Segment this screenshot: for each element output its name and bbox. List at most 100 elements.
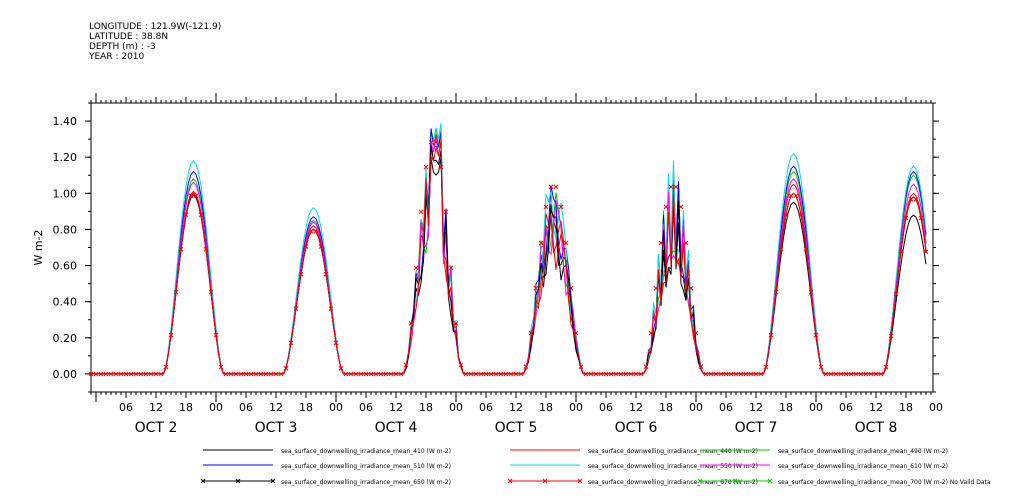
series-marker-670 — [788, 193, 794, 199]
legend-label-670: sea_surface_downwelling_irradiance_mean_… — [588, 479, 758, 486]
series-marker-670 — [738, 371, 744, 377]
x-hour-label: 12 — [149, 401, 163, 414]
series-marker-670 — [708, 371, 714, 377]
x-hour-label: 06 — [359, 401, 373, 414]
series-marker-670 — [823, 371, 829, 377]
series-marker-670 — [233, 371, 239, 377]
x-hour-label: 18 — [419, 401, 433, 414]
series-marker-670 — [808, 289, 814, 295]
series-marker-670 — [343, 371, 349, 377]
x-hour-label: 12 — [509, 401, 523, 414]
series-marker-670 — [198, 212, 204, 218]
legend-marker-670 — [577, 478, 583, 484]
series-marker-670 — [898, 249, 904, 255]
series-marker-670 — [158, 371, 164, 377]
series-marker-670 — [668, 184, 674, 190]
series-marker-670 — [803, 246, 809, 252]
series-marker-670 — [318, 244, 324, 249]
series-marker-670 — [478, 371, 484, 377]
series-marker-670 — [228, 371, 234, 377]
legend-label-550: sea_surface_downwelling_irradiance_mean_… — [588, 463, 758, 470]
series-marker-670 — [758, 371, 764, 377]
series-marker-670 — [533, 285, 539, 291]
series-marker-670 — [363, 371, 369, 377]
axes: 0.00 0.20 0.40 0.60 0.80 1.00 1.20 1.40 W m-2 06 1… — [32, 93, 943, 436]
depth-text: DEPTH (m) : -3 — [89, 42, 156, 52]
series-marker-670 — [418, 209, 424, 215]
series-marker-670 — [673, 184, 679, 190]
legend-marker-670 — [507, 478, 513, 484]
series-marker-670 — [298, 271, 304, 277]
series-marker-670 — [443, 209, 449, 215]
series-marker-670 — [503, 371, 509, 377]
legend-label-440: sea_surface_downwelling_irradiance_mean_… — [588, 448, 758, 455]
series-marker-670 — [293, 306, 299, 311]
series-marker-670 — [463, 371, 469, 377]
series-marker-670 — [423, 164, 429, 170]
series-marker-670 — [133, 371, 139, 377]
series-marker-670 — [108, 371, 114, 377]
series-marker-670 — [858, 371, 864, 377]
series-marker-670 — [638, 371, 644, 377]
series-marker-670 — [448, 265, 454, 271]
series-marker-670 — [613, 371, 619, 377]
series-marker-670 — [568, 285, 574, 291]
series-marker-670 — [883, 364, 889, 370]
series-marker-670 — [138, 371, 144, 377]
series-marker-670 — [683, 240, 689, 246]
series-marker-670 — [523, 364, 529, 369]
series-marker-670 — [578, 364, 584, 369]
legend-label-510: sea_surface_downwelling_irradiance_mean_… — [281, 463, 451, 470]
x-day-label: OCT 3 — [255, 420, 298, 436]
series-marker-670 — [623, 371, 629, 377]
legend-marker-650 — [200, 478, 206, 484]
series-marker-670 — [813, 332, 819, 338]
y-tick-label: 1.00 — [53, 187, 78, 200]
series-marker-670 — [718, 371, 724, 377]
series-marker-670 — [903, 215, 909, 221]
metadata-header: LONGITUDE : 121.9W(-121.9) LATITUDE : 38… — [89, 22, 221, 62]
legend-marker-700 — [697, 478, 703, 484]
series-marker-670 — [548, 184, 554, 190]
series-marker-670 — [433, 139, 439, 145]
series-marker-670 — [583, 371, 589, 377]
legend-marker-670 — [542, 478, 548, 484]
series-marker-670 — [313, 229, 319, 234]
series-marker-670 — [848, 371, 854, 377]
series-marker-670 — [783, 212, 789, 218]
series-marker-670 — [153, 371, 159, 377]
series-marker-670 — [703, 371, 709, 377]
series-marker-670 — [693, 330, 699, 336]
series-marker-670 — [283, 366, 289, 371]
series-marker-670 — [538, 240, 544, 246]
x-hour-label: 18 — [779, 401, 793, 414]
series-marker-670 — [658, 240, 664, 246]
series-marker-670 — [438, 164, 444, 170]
x-hour-label: 00 — [809, 401, 823, 414]
series-marker-670 — [888, 333, 894, 339]
legend-marker-700 — [767, 478, 773, 484]
series-marker-670 — [203, 246, 209, 252]
series-marker-670 — [838, 371, 844, 377]
series-marker-670 — [388, 371, 394, 377]
series-marker-670 — [643, 364, 649, 369]
legend-label-490: sea_surface_downwelling_irradiance_mean_… — [778, 448, 948, 455]
series-marker-670 — [98, 371, 104, 377]
legend-marker-650 — [270, 478, 276, 484]
series-marker-670 — [308, 229, 314, 234]
series-marker-670 — [493, 371, 499, 377]
series-marker-670 — [328, 306, 334, 311]
x-hour-label: 00 — [689, 401, 703, 414]
legend-marker-650 — [235, 478, 241, 484]
x-hour-label: 06 — [239, 401, 253, 414]
series-marker-670 — [913, 196, 919, 202]
series-marker-670 — [778, 246, 784, 252]
legend-marker-700 — [732, 478, 738, 484]
series-marker-670 — [873, 371, 879, 377]
x-hour-label: 06 — [119, 401, 133, 414]
series-marker-670 — [173, 289, 179, 295]
x-hour-label: 06 — [839, 401, 853, 414]
series-marker-670 — [733, 371, 739, 377]
series-marker-670 — [573, 330, 579, 336]
series-marker-670 — [678, 204, 684, 210]
